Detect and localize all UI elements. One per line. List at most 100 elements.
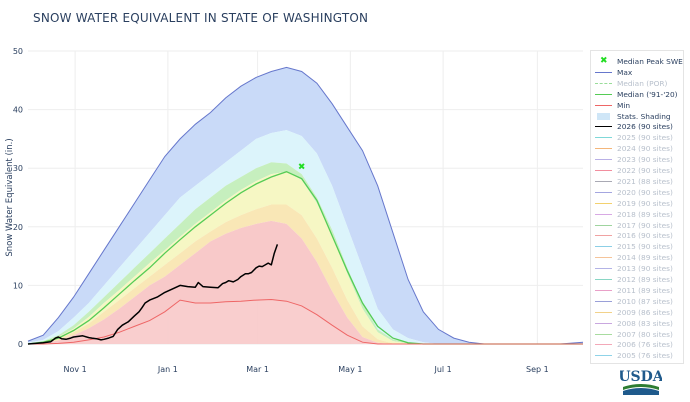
legend-label: 2026 (90 sites) — [617, 122, 673, 132]
legend-swatch — [595, 330, 612, 339]
legend-item[interactable]: 2014 (89 sites) — [595, 252, 683, 263]
legend-swatch — [595, 351, 612, 360]
legend-item[interactable]: 2026 (90 sites) — [595, 121, 683, 132]
usda-logo-text: USDA — [620, 369, 662, 385]
legend-item[interactable]: 2022 (90 sites) — [595, 165, 683, 176]
legend-label: 2006 (76 sites) — [617, 340, 673, 350]
legend-item[interactable]: 2021 (88 sites) — [595, 176, 683, 187]
legend-label: 2017 (90 sites) — [617, 220, 673, 230]
legend-label: 2020 (90 sites) — [617, 187, 673, 197]
legend-swatch — [595, 221, 612, 230]
legend-item[interactable]: 2006 (76 sites) — [595, 339, 683, 350]
legend-swatch — [595, 264, 612, 273]
legend-item[interactable]: Median ('91-'20) — [595, 89, 683, 100]
legend-swatch — [595, 242, 612, 251]
x-tick-label-jan-1: Jan 1 — [157, 365, 178, 374]
chart-legend[interactable]: ✖ Median Peak SWE Max Median (POR) Median ('… — [590, 50, 684, 364]
legend-item[interactable]: Min — [595, 100, 683, 111]
legend-label: 2015 (90 sites) — [617, 242, 673, 252]
y-axis-label: Snow Water Equivalent (in.) — [5, 138, 15, 256]
legend-item[interactable]: 2007 (80 sites) — [595, 329, 683, 340]
legend-item[interactable]: 2013 (90 sites) — [595, 263, 683, 274]
legend-item[interactable]: 2020 (90 sites) — [595, 187, 683, 198]
legend-item[interactable]: 2017 (90 sites) — [595, 220, 683, 231]
legend-swatch — [595, 188, 612, 197]
legend-item[interactable]: Max — [595, 67, 683, 78]
legend-item[interactable]: 2005 (76 sites) — [595, 350, 683, 361]
legend-item[interactable]: 2012 (89 sites) — [595, 274, 683, 285]
legend-item[interactable]: Stats. Shading — [595, 111, 683, 122]
usda-logo: USDA — [620, 369, 662, 395]
legend-swatch — [595, 297, 612, 306]
legend-swatch — [595, 68, 612, 77]
usda-logo-field-icon — [623, 384, 659, 390]
legend-swatch: ✖ — [600, 56, 608, 66]
legend-label: 2019 (90 sites) — [617, 198, 673, 208]
legend-label: Median ('91-'20) — [617, 89, 678, 99]
legend-item[interactable]: 2025 (90 sites) — [595, 132, 683, 143]
legend-label: 2007 (80 sites) — [617, 329, 673, 339]
legend-swatch — [595, 112, 612, 121]
legend-item[interactable]: 2024 (90 sites) — [595, 143, 683, 154]
y-tick-label-40: 40 — [13, 106, 23, 115]
legend-label: 2022 (90 sites) — [617, 166, 673, 175]
y-tick-label-10: 10 — [13, 281, 23, 290]
min-line — [28, 298, 583, 345]
band-p50-to-p30 — [28, 171, 583, 344]
legend-swatch — [595, 122, 612, 131]
legend-swatch — [595, 319, 612, 328]
legend-item[interactable]: 2008 (83 sites) — [595, 318, 683, 329]
legend-label: 2005 (76 sites) — [617, 351, 673, 361]
legend-label: 2025 (90 sites) — [617, 133, 673, 143]
legend-label: 2024 (90 sites) — [617, 144, 673, 154]
legend-item[interactable]: 2016 (90 sites) — [595, 230, 683, 241]
legend-item[interactable]: 2011 (89 sites) — [595, 285, 683, 296]
legend-label: Median (POR) — [617, 78, 668, 88]
legend-swatch — [595, 166, 612, 175]
legend-label: 2016 (90 sites) — [617, 231, 673, 241]
x-tick-label-jul-1: Jul 1 — [433, 365, 451, 374]
band-max-to-p90 — [28, 67, 583, 345]
legend-label: 2012 (89 sites) — [617, 275, 673, 284]
x-tick-label-may-1: May 1 — [338, 365, 362, 374]
band-p10-to-min — [28, 220, 583, 344]
legend-swatch — [595, 231, 612, 240]
legend-swatch — [595, 308, 612, 317]
legend-swatch — [595, 79, 612, 88]
legend-item[interactable]: 2019 (90 sites) — [595, 198, 683, 209]
legend-swatch — [595, 253, 612, 262]
legend-label: 2011 (89 sites) — [617, 285, 673, 295]
y-tick-label-0: 0 — [18, 340, 23, 349]
x-tick-label-nov-1: Nov 1 — [64, 365, 87, 374]
chart-title: SNOW WATER EQUIVALENT IN STATE OF WASHIN… — [33, 11, 369, 25]
legend-item[interactable]: 2015 (90 sites) — [595, 241, 683, 252]
y-tick-label-50: 50 — [13, 47, 23, 56]
y-tick-label-30: 30 — [13, 164, 23, 173]
x-tick-label-sep-1: Sep 1 — [526, 365, 549, 374]
legend-label: 2010 (87 sites) — [617, 296, 673, 306]
legend-swatch — [595, 177, 612, 186]
legend-item[interactable]: 2023 (90 sites) — [595, 154, 683, 165]
legend-swatch — [595, 101, 612, 110]
legend-label: 2023 (90 sites) — [617, 155, 673, 165]
x-tick-label-mar-1: Mar 1 — [246, 365, 269, 374]
usda-logo-field-icon-lower — [623, 388, 659, 395]
legend-item[interactable]: ✖ Median Peak SWE — [595, 56, 683, 67]
median-peak-marker: ✖ — [298, 162, 306, 172]
band-p30-to-p10 — [28, 204, 583, 344]
legend-label: 2008 (83 sites) — [617, 318, 673, 328]
legend-swatch — [595, 90, 612, 99]
legend-label: 2013 (90 sites) — [617, 264, 673, 274]
legend-label: Median Peak SWE — [617, 57, 683, 66]
legend-item[interactable]: 2018 (89 sites) — [595, 209, 683, 220]
legend-label: Stats. Shading — [617, 111, 671, 121]
legend-swatch — [595, 275, 612, 284]
legend-item[interactable]: Median (POR) — [595, 78, 683, 89]
legend-swatch — [595, 199, 612, 208]
legend-item[interactable]: 2009 (86 sites) — [595, 307, 683, 318]
legend-label: 2021 (88 sites) — [617, 176, 673, 186]
legend-swatch — [595, 144, 612, 153]
legend-item[interactable]: 2010 (87 sites) — [595, 296, 683, 307]
legend-label: 2018 (89 sites) — [617, 209, 673, 219]
